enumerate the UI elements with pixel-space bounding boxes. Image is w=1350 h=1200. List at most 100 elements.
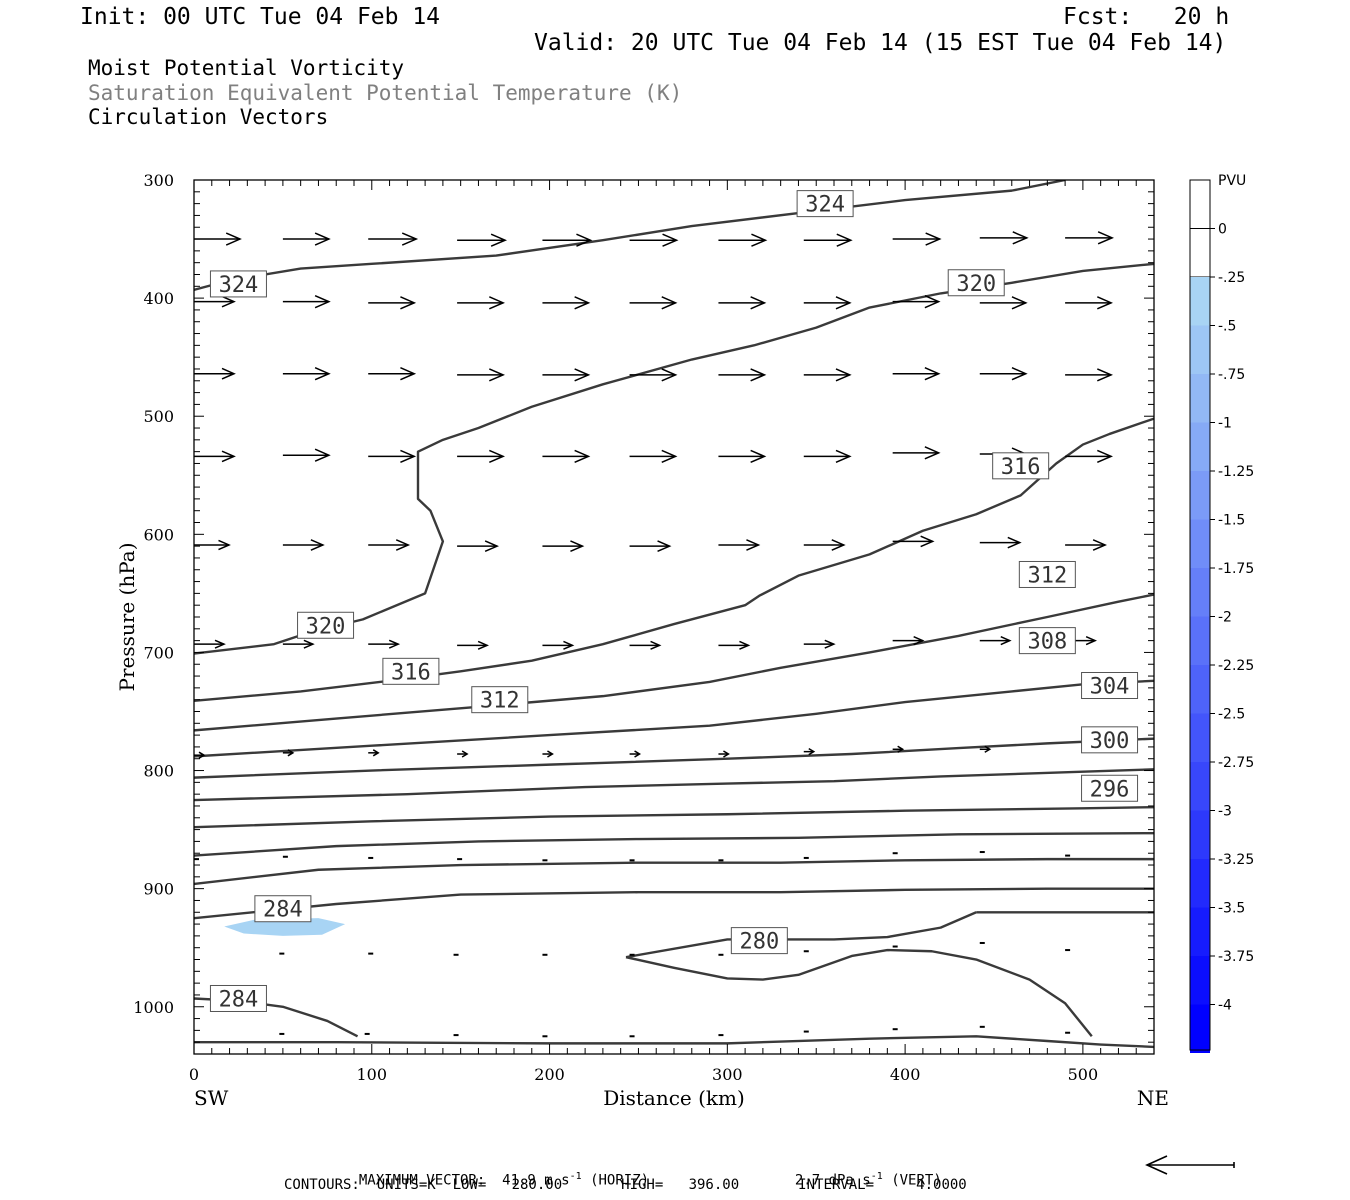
circulation-vector <box>803 368 852 382</box>
y-tick-label: 700 <box>143 643 174 662</box>
vector-head <box>1011 367 1028 381</box>
vector-head <box>221 367 236 380</box>
colorbar-label: -.5 <box>1218 319 1236 335</box>
vector-head <box>984 745 992 753</box>
circulation-vector <box>368 539 411 551</box>
contour-label: 284 <box>209 984 267 1012</box>
circulation-vector <box>194 751 206 759</box>
circulation-vector <box>718 449 767 464</box>
colorbar-label: -1 <box>1218 416 1232 432</box>
contour-label-text: 316 <box>391 660 431 685</box>
vector-head <box>574 449 591 464</box>
colorbar-box <box>1190 762 1210 811</box>
circulation-vector <box>803 296 852 310</box>
colorbar-box <box>1190 568 1210 617</box>
x-axis-left-end-label: SW <box>194 1086 229 1110</box>
vector-head <box>661 296 678 310</box>
contour-label-text: 284 <box>263 898 303 923</box>
contour-label-text: 284 <box>219 987 259 1012</box>
vector-head <box>401 232 419 246</box>
vector-head <box>1097 296 1113 310</box>
circulation-vector <box>457 368 505 382</box>
colorbar-label: -2.5 <box>1218 707 1245 723</box>
circulation-vector <box>629 449 678 464</box>
circulation-vector <box>368 639 401 649</box>
vector-head <box>314 232 331 246</box>
circulation-vector <box>892 367 941 381</box>
vector-head <box>1092 539 1107 551</box>
circulation-vector <box>979 296 1028 310</box>
contour-label-text: 324 <box>219 273 259 298</box>
colorbar-box <box>1190 277 1210 326</box>
circulation-vector <box>194 232 242 246</box>
contour-label-box <box>730 927 788 955</box>
y-tick-label: 600 <box>143 525 174 544</box>
colorbar-unit: PVU <box>1218 173 1246 189</box>
circulation-vector <box>368 367 417 381</box>
vector-head <box>824 639 836 649</box>
contour-label-text: 312 <box>1027 563 1067 588</box>
vector-head <box>489 368 505 382</box>
circulation-vector <box>718 368 767 382</box>
vector-head <box>484 540 499 553</box>
circulation-vector <box>803 639 836 649</box>
vector-head <box>221 450 236 463</box>
circulation-vector <box>1065 449 1113 464</box>
vector-head <box>303 639 315 649</box>
colorbar-box <box>1190 1004 1210 1053</box>
colorbar-box <box>1190 859 1210 908</box>
circulation-vector <box>194 639 226 649</box>
circulation-vector <box>979 231 1029 245</box>
contour-label: 316 <box>382 657 440 685</box>
contour-label-text: 300 <box>1090 729 1130 754</box>
circulation-vector <box>629 368 678 382</box>
x-axis-right-end-label: NE <box>1137 1086 1169 1110</box>
vector-head <box>808 748 816 756</box>
contour-label-box <box>1081 774 1139 802</box>
circulation-vector <box>542 750 554 758</box>
circulation-vector <box>282 539 325 551</box>
colorbar-label: -2.75 <box>1218 755 1254 771</box>
contour-label-box <box>254 895 312 923</box>
vector-head <box>746 539 761 551</box>
circulation-vector <box>542 296 591 310</box>
circulation-vector <box>542 640 575 650</box>
vector-head <box>314 294 331 309</box>
vector-head <box>400 296 417 310</box>
contour-label: 312 <box>1018 560 1076 588</box>
contour-label-layer: 324 324 320 316 312 308 304 300 296 320 316 312 284 2… <box>209 190 1139 1012</box>
vector-head <box>924 294 941 309</box>
vector-head <box>836 233 853 247</box>
vector-head <box>489 296 505 310</box>
y-tick-label: 1000 <box>133 998 174 1017</box>
vector-head <box>897 745 905 753</box>
contour-label: 296 <box>1081 774 1139 802</box>
circulation-vector <box>892 636 925 646</box>
contour-label: 324 <box>796 190 854 218</box>
circulation-vector <box>892 294 941 309</box>
colorbar-label: 0 <box>1218 222 1227 238</box>
vector-head <box>739 640 751 650</box>
vector-head <box>835 296 852 310</box>
circulation-vector <box>194 450 236 463</box>
circulation-vector <box>979 745 992 753</box>
colorbar-label: -3.75 <box>1218 949 1254 965</box>
contour-label: 300 <box>1081 726 1139 754</box>
contour-300 <box>194 768 1154 802</box>
circulation-vector <box>629 540 672 553</box>
x-axis-title: Distance (km) <box>603 1086 745 1110</box>
vector-head <box>634 750 642 758</box>
vector-head <box>1012 231 1029 245</box>
y-tick-label: 900 <box>143 880 174 899</box>
contour-320 <box>194 262 1154 655</box>
vector-head <box>372 749 380 757</box>
circulation-vector <box>718 640 751 650</box>
field-vectors: Circulation Vectors <box>88 105 329 129</box>
vector-head <box>395 539 411 551</box>
vector-head <box>400 449 417 464</box>
colorbar-frame <box>1189 179 1211 1051</box>
circulation-vector <box>194 295 236 308</box>
contour-label: 284 <box>254 895 312 923</box>
colorbar-box <box>1190 471 1210 520</box>
circulation-vector <box>629 233 679 247</box>
